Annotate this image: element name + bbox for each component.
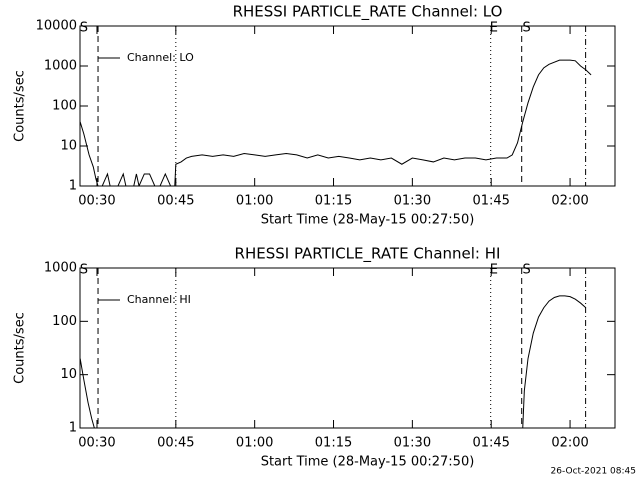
x-tick-label: 01:30 [394,194,431,209]
y-tick-label: 10000 [36,19,77,34]
event-label: S [80,263,88,278]
y-tick-label: 100 [52,99,77,114]
series-line [80,295,587,428]
chart-title: RHESSI PARTICLE_RATE Channel: HI [235,245,501,264]
legend-label: Channel: HI [127,293,191,306]
x-axis-title: Start Time (28-May-15 00:27:50) [261,455,475,470]
x-tick-label: 01:45 [472,436,509,451]
plot-frame [79,267,616,429]
x-tick-label: 00:45 [157,194,194,209]
y-tick-label: 1 [69,179,77,194]
x-tick-label: 01:30 [394,436,431,451]
x-tick-label: 01:00 [236,436,273,451]
x-tick-label: 01:00 [236,194,273,209]
event-label: S [523,21,531,36]
y-axis-title: Counts/sec [13,312,28,384]
y-tick-label: 1 [69,421,77,436]
y-tick-label: 10 [60,367,77,382]
x-tick-label: 02:00 [551,436,588,451]
y-axis-title: Counts/sec [13,70,28,142]
footer-date: 26-Oct-2021 08:45 [551,467,636,477]
event-label: E [490,263,498,278]
y-tick-label: 100 [52,314,77,329]
x-tick-label: 01:15 [315,194,352,209]
x-axis-title: Start Time (28-May-15 00:27:50) [261,213,475,228]
event-label: E [490,21,498,36]
x-tick-label: 02:00 [551,194,588,209]
y-tick-label: 1000 [44,59,77,74]
y-tick-label: 1000 [44,261,77,276]
x-tick-label: 00:30 [78,436,115,451]
y-tick-label: 10 [60,139,77,154]
chart-title: RHESSI PARTICLE_RATE Channel: LO [233,3,503,22]
event-label: S [523,263,531,278]
x-tick-label: 01:15 [315,436,352,451]
x-tick-label: 01:45 [472,194,509,209]
x-tick-label: 00:45 [157,436,194,451]
legend-label: Channel: LO [127,51,194,64]
series-line [80,59,592,186]
x-tick-label: 00:30 [78,194,115,209]
event-label: S [80,21,88,36]
